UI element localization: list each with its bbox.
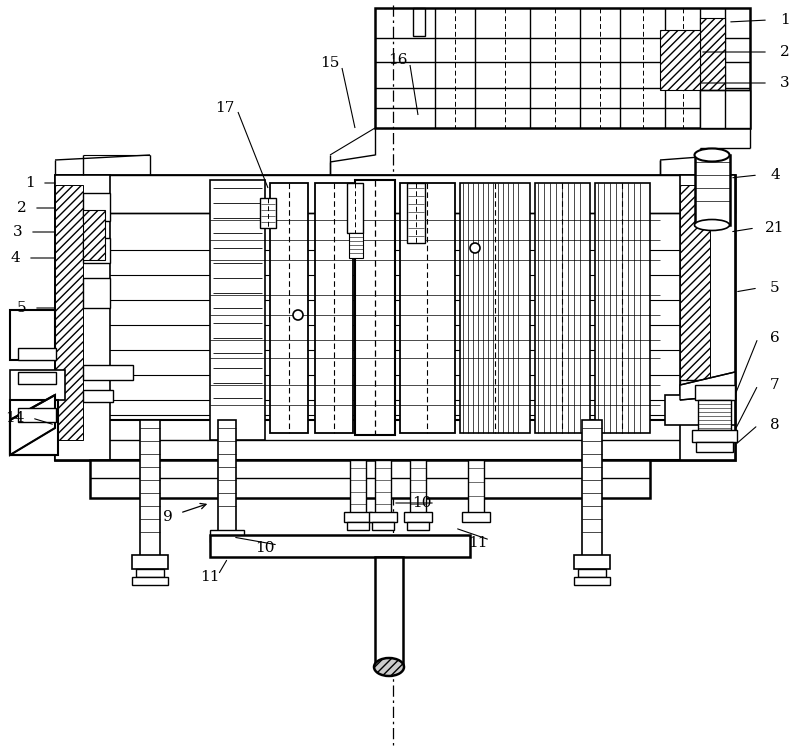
Text: 16: 16	[388, 53, 408, 67]
Bar	[132, 555, 168, 569]
Bar	[595, 183, 650, 433]
Bar	[695, 155, 730, 225]
Bar	[695, 385, 735, 400]
Bar	[410, 460, 426, 520]
Bar	[375, 557, 403, 667]
Bar	[349, 233, 363, 258]
Bar	[18, 372, 56, 384]
Bar	[10, 310, 55, 360]
Bar	[55, 175, 735, 213]
Polygon shape	[10, 395, 55, 455]
Text: 5: 5	[17, 301, 27, 315]
Ellipse shape	[694, 220, 730, 230]
Text: 6: 6	[770, 331, 780, 345]
Bar	[375, 460, 391, 520]
Bar	[680, 175, 735, 460]
Bar	[462, 512, 490, 522]
Text: 11: 11	[468, 536, 488, 550]
Bar	[700, 18, 725, 98]
Bar	[582, 420, 602, 565]
Text: 2: 2	[780, 45, 790, 59]
Text: 9: 9	[163, 510, 173, 524]
Bar	[210, 530, 244, 542]
Bar	[574, 577, 610, 585]
Bar	[372, 522, 394, 530]
Bar	[404, 512, 432, 522]
Bar	[692, 430, 737, 442]
Bar	[83, 238, 110, 263]
Bar	[347, 183, 363, 233]
Bar	[680, 185, 710, 415]
Bar	[55, 185, 83, 440]
Text: 11: 11	[200, 570, 220, 584]
Bar	[700, 90, 750, 128]
Bar	[83, 390, 113, 402]
Ellipse shape	[374, 658, 404, 676]
Bar	[578, 569, 606, 577]
Bar	[260, 198, 276, 228]
Bar	[83, 210, 105, 260]
Bar	[55, 420, 735, 460]
Bar	[407, 522, 429, 530]
Bar	[55, 175, 110, 460]
Text: 4: 4	[10, 251, 20, 265]
Text: 10: 10	[255, 541, 274, 555]
Bar	[140, 420, 160, 565]
Bar	[315, 183, 353, 433]
Text: 3: 3	[13, 225, 23, 239]
Bar	[413, 8, 425, 36]
Text: 21: 21	[766, 221, 785, 235]
Bar	[10, 400, 58, 455]
Bar	[270, 183, 308, 433]
Bar	[18, 348, 56, 360]
Bar	[214, 542, 240, 550]
Text: 15: 15	[320, 56, 340, 70]
Bar	[10, 370, 65, 400]
Bar	[696, 442, 733, 452]
Bar	[400, 183, 455, 433]
Text: 8: 8	[770, 418, 780, 432]
Bar	[83, 278, 110, 308]
Bar	[218, 420, 236, 540]
Bar	[460, 183, 530, 433]
Bar	[407, 183, 425, 243]
Bar	[210, 535, 470, 557]
Bar	[535, 183, 590, 433]
Polygon shape	[680, 372, 735, 400]
Bar	[83, 193, 110, 221]
Text: 4: 4	[770, 168, 780, 182]
Text: 1: 1	[780, 13, 790, 27]
Bar	[83, 365, 133, 380]
Bar	[136, 569, 164, 577]
Bar	[350, 460, 366, 520]
Bar	[132, 577, 168, 585]
Bar	[574, 555, 610, 569]
Text: 2: 2	[17, 201, 27, 215]
Text: 7: 7	[770, 378, 780, 392]
Bar	[680, 380, 735, 400]
Text: 10: 10	[412, 496, 432, 510]
Circle shape	[293, 310, 303, 320]
Text: 14: 14	[6, 411, 25, 425]
Bar	[55, 175, 735, 460]
Ellipse shape	[694, 148, 730, 161]
Circle shape	[470, 243, 480, 253]
Text: 1: 1	[25, 176, 35, 190]
Bar	[344, 512, 372, 522]
Bar	[355, 180, 395, 435]
Bar	[468, 460, 484, 520]
Bar	[369, 512, 397, 522]
Bar	[665, 395, 735, 425]
Bar	[90, 460, 650, 498]
Bar	[698, 400, 731, 430]
Text: 5: 5	[770, 281, 780, 295]
Text: 17: 17	[215, 101, 234, 115]
Text: 3: 3	[780, 76, 790, 90]
Bar	[375, 8, 750, 128]
Bar	[18, 408, 56, 422]
Bar	[660, 30, 700, 90]
Bar	[347, 522, 369, 530]
Bar	[210, 180, 265, 440]
